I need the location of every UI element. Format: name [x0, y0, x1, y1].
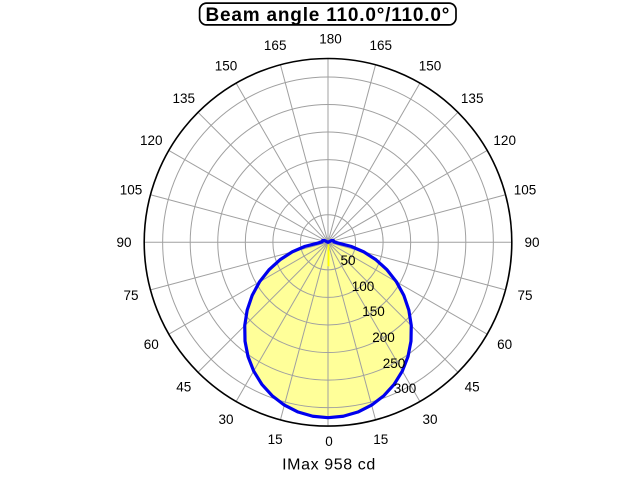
svg-text:90: 90: [116, 235, 131, 250]
svg-text:60: 60: [144, 337, 159, 352]
svg-text:0: 0: [325, 434, 333, 449]
svg-text:45: 45: [465, 379, 480, 394]
svg-text:165: 165: [264, 38, 287, 53]
svg-text:180: 180: [319, 31, 342, 46]
svg-text:250: 250: [383, 356, 406, 371]
svg-text:15: 15: [268, 432, 283, 447]
svg-text:75: 75: [123, 288, 138, 303]
svg-text:150: 150: [362, 304, 385, 319]
svg-text:105: 105: [120, 182, 143, 197]
svg-text:165: 165: [370, 38, 393, 53]
svg-text:120: 120: [140, 133, 163, 148]
svg-text:135: 135: [461, 91, 484, 106]
svg-text:Beam angle 110.0°/110.0°: Beam angle 110.0°/110.0°: [205, 5, 450, 26]
svg-text:IMax 958 cd: IMax 958 cd: [282, 457, 376, 474]
svg-text:45: 45: [176, 379, 191, 394]
svg-text:120: 120: [493, 133, 516, 148]
svg-text:150: 150: [419, 58, 442, 73]
svg-text:30: 30: [218, 412, 233, 427]
svg-text:300: 300: [394, 381, 417, 396]
svg-text:200: 200: [372, 330, 395, 345]
svg-text:30: 30: [422, 412, 437, 427]
svg-text:90: 90: [524, 235, 539, 250]
svg-text:60: 60: [497, 337, 512, 352]
svg-text:105: 105: [514, 182, 537, 197]
svg-text:50: 50: [340, 253, 355, 268]
svg-text:100: 100: [352, 279, 375, 294]
svg-text:150: 150: [215, 58, 238, 73]
svg-text:75: 75: [517, 288, 532, 303]
svg-text:135: 135: [173, 91, 196, 106]
svg-text:15: 15: [373, 432, 388, 447]
